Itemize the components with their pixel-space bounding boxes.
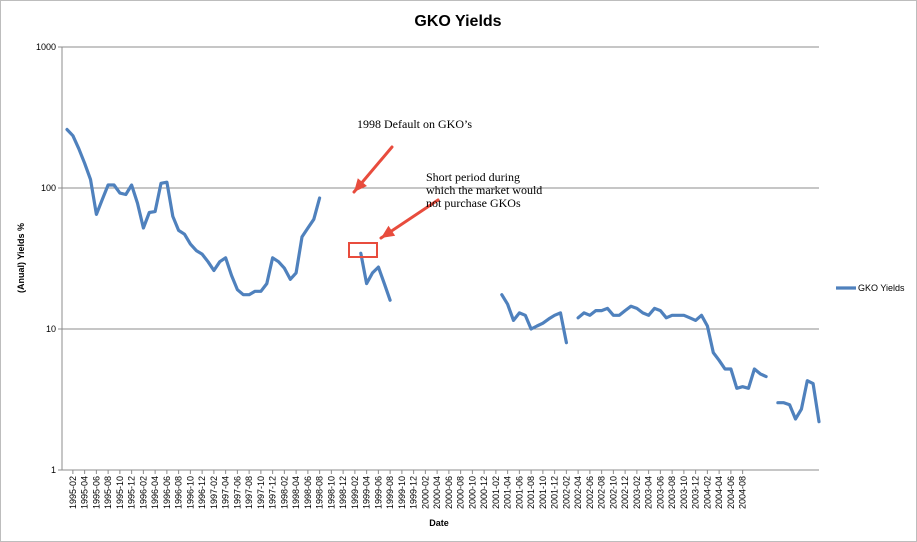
- x-tick-label: 1995-02: [68, 476, 78, 509]
- x-tick-label: 1996-10: [185, 476, 195, 509]
- market-arrow-head: [381, 225, 396, 238]
- x-tick-label: 1999-10: [397, 476, 407, 509]
- x-tick-label: 1997-10: [256, 476, 266, 509]
- x-tick-label: 1998-02: [279, 476, 289, 509]
- x-tick-label: 2002-10: [608, 476, 618, 509]
- y-axis-label: (Anual) Yields %: [16, 223, 26, 293]
- x-tick-label: 2003-04: [644, 476, 654, 509]
- x-tick-label: 1997-08: [244, 476, 254, 509]
- series-line-segment: [500, 293, 569, 345]
- x-tick-label: 2002-06: [585, 476, 595, 509]
- x-tick-label: 1996-04: [150, 476, 160, 509]
- x-tick-label: 2001-10: [538, 476, 548, 509]
- x-tick-label: 2002-12: [620, 476, 630, 509]
- x-tick-label: 2000-12: [479, 476, 489, 509]
- y-tick-label: 1: [51, 465, 56, 475]
- x-tick-label: 2000-08: [456, 476, 466, 509]
- annotation-market-line: Short period during: [426, 170, 520, 184]
- x-tick-label: 2003-10: [679, 476, 689, 509]
- x-tick-label: 1998-04: [291, 476, 301, 509]
- x-tick-label: 2004-02: [702, 476, 712, 509]
- x-tick-label: 1995-04: [80, 476, 90, 509]
- y-tick-label: 100: [41, 183, 56, 193]
- x-tick-label: 1995-06: [91, 476, 101, 509]
- x-tick-label: 1995-08: [103, 476, 113, 509]
- x-axis-label: Date: [429, 518, 449, 528]
- x-tick-label: 1997-06: [232, 476, 242, 509]
- x-tick-label: 2004-06: [726, 476, 736, 509]
- x-tick-label: 1999-04: [362, 476, 372, 509]
- x-tick-label: 2004-04: [714, 476, 724, 509]
- x-tick-label: 1995-12: [127, 476, 137, 509]
- x-tick-label: 2004-08: [738, 476, 748, 509]
- annotation-default: 1998 Default on GKO’s: [357, 117, 472, 131]
- x-tick-label: 2001-12: [550, 476, 560, 509]
- x-tick-label: 2003-02: [632, 476, 642, 509]
- y-tick-labels: 1 10 100 1000: [36, 42, 56, 475]
- x-tick-label: 1997-02: [209, 476, 219, 509]
- x-tick-label: 1999-08: [385, 476, 395, 509]
- x-tick-label: 2003-06: [655, 476, 665, 509]
- x-tick-label: 1996-08: [174, 476, 184, 509]
- x-tick-label: 1998-06: [303, 476, 313, 509]
- series-line-segment: [359, 251, 392, 302]
- x-tick-label: 2002-02: [561, 476, 571, 509]
- x-tick-label: 2000-04: [432, 476, 442, 509]
- x-tick-label: 2000-10: [467, 476, 477, 509]
- y-tick-label: 10: [46, 324, 56, 334]
- x-tick-label: 1999-02: [350, 476, 360, 509]
- x-tick-label: 1995-10: [115, 476, 125, 509]
- x-tick-label: 1998-12: [338, 476, 348, 509]
- annotation-market-line: not purchase GKOs: [426, 196, 521, 210]
- x-tick-label: 2003-08: [667, 476, 677, 509]
- x-tick-label: 2003-12: [691, 476, 701, 509]
- x-tick-label: 1997-12: [268, 476, 278, 509]
- series-line-segment: [65, 127, 322, 297]
- x-tick-label: 1996-12: [197, 476, 207, 509]
- x-tick-labels: 1995-02 1995-04 1995-06 1995-08 1995-10 1995-…: [68, 470, 748, 509]
- x-tick-label: 2000-02: [420, 476, 430, 509]
- x-tick-label: 1996-06: [162, 476, 172, 509]
- y-tick-label: 1000: [36, 42, 56, 52]
- x-tick-label: 2001-08: [526, 476, 536, 509]
- x-tick-label: 1997-04: [221, 476, 231, 509]
- annotation-market-line: which the market would: [426, 183, 542, 197]
- x-tick-label: 2000-06: [444, 476, 454, 509]
- legend: GKO Yields: [836, 283, 905, 293]
- x-tick-label: 2001-06: [514, 476, 524, 509]
- gridlines: [58, 46, 819, 471]
- chart-title: GKO Yields: [414, 13, 501, 30]
- x-tick-label: 2001-02: [491, 476, 501, 509]
- x-tick-label: 2002-04: [573, 476, 583, 509]
- series-line-segment: [776, 379, 821, 424]
- x-tick-label: 1999-12: [409, 476, 419, 509]
- series-lines: [65, 127, 821, 424]
- x-tick-label: 1999-06: [373, 476, 383, 509]
- annotations: 1998 Default on GKO’s Short period during…: [348, 117, 542, 258]
- x-tick-label: 1996-02: [138, 476, 148, 509]
- legend-label: GKO Yields: [858, 283, 905, 293]
- market-gap-box: [348, 242, 378, 258]
- x-tick-label: 1998-10: [326, 476, 336, 509]
- series-line-segment: [576, 304, 768, 390]
- default-arrow-head: [354, 178, 367, 192]
- x-tick-label: 1998-08: [315, 476, 325, 509]
- x-tick-label: 2002-08: [597, 476, 607, 509]
- x-tick-label: 2001-04: [503, 476, 513, 509]
